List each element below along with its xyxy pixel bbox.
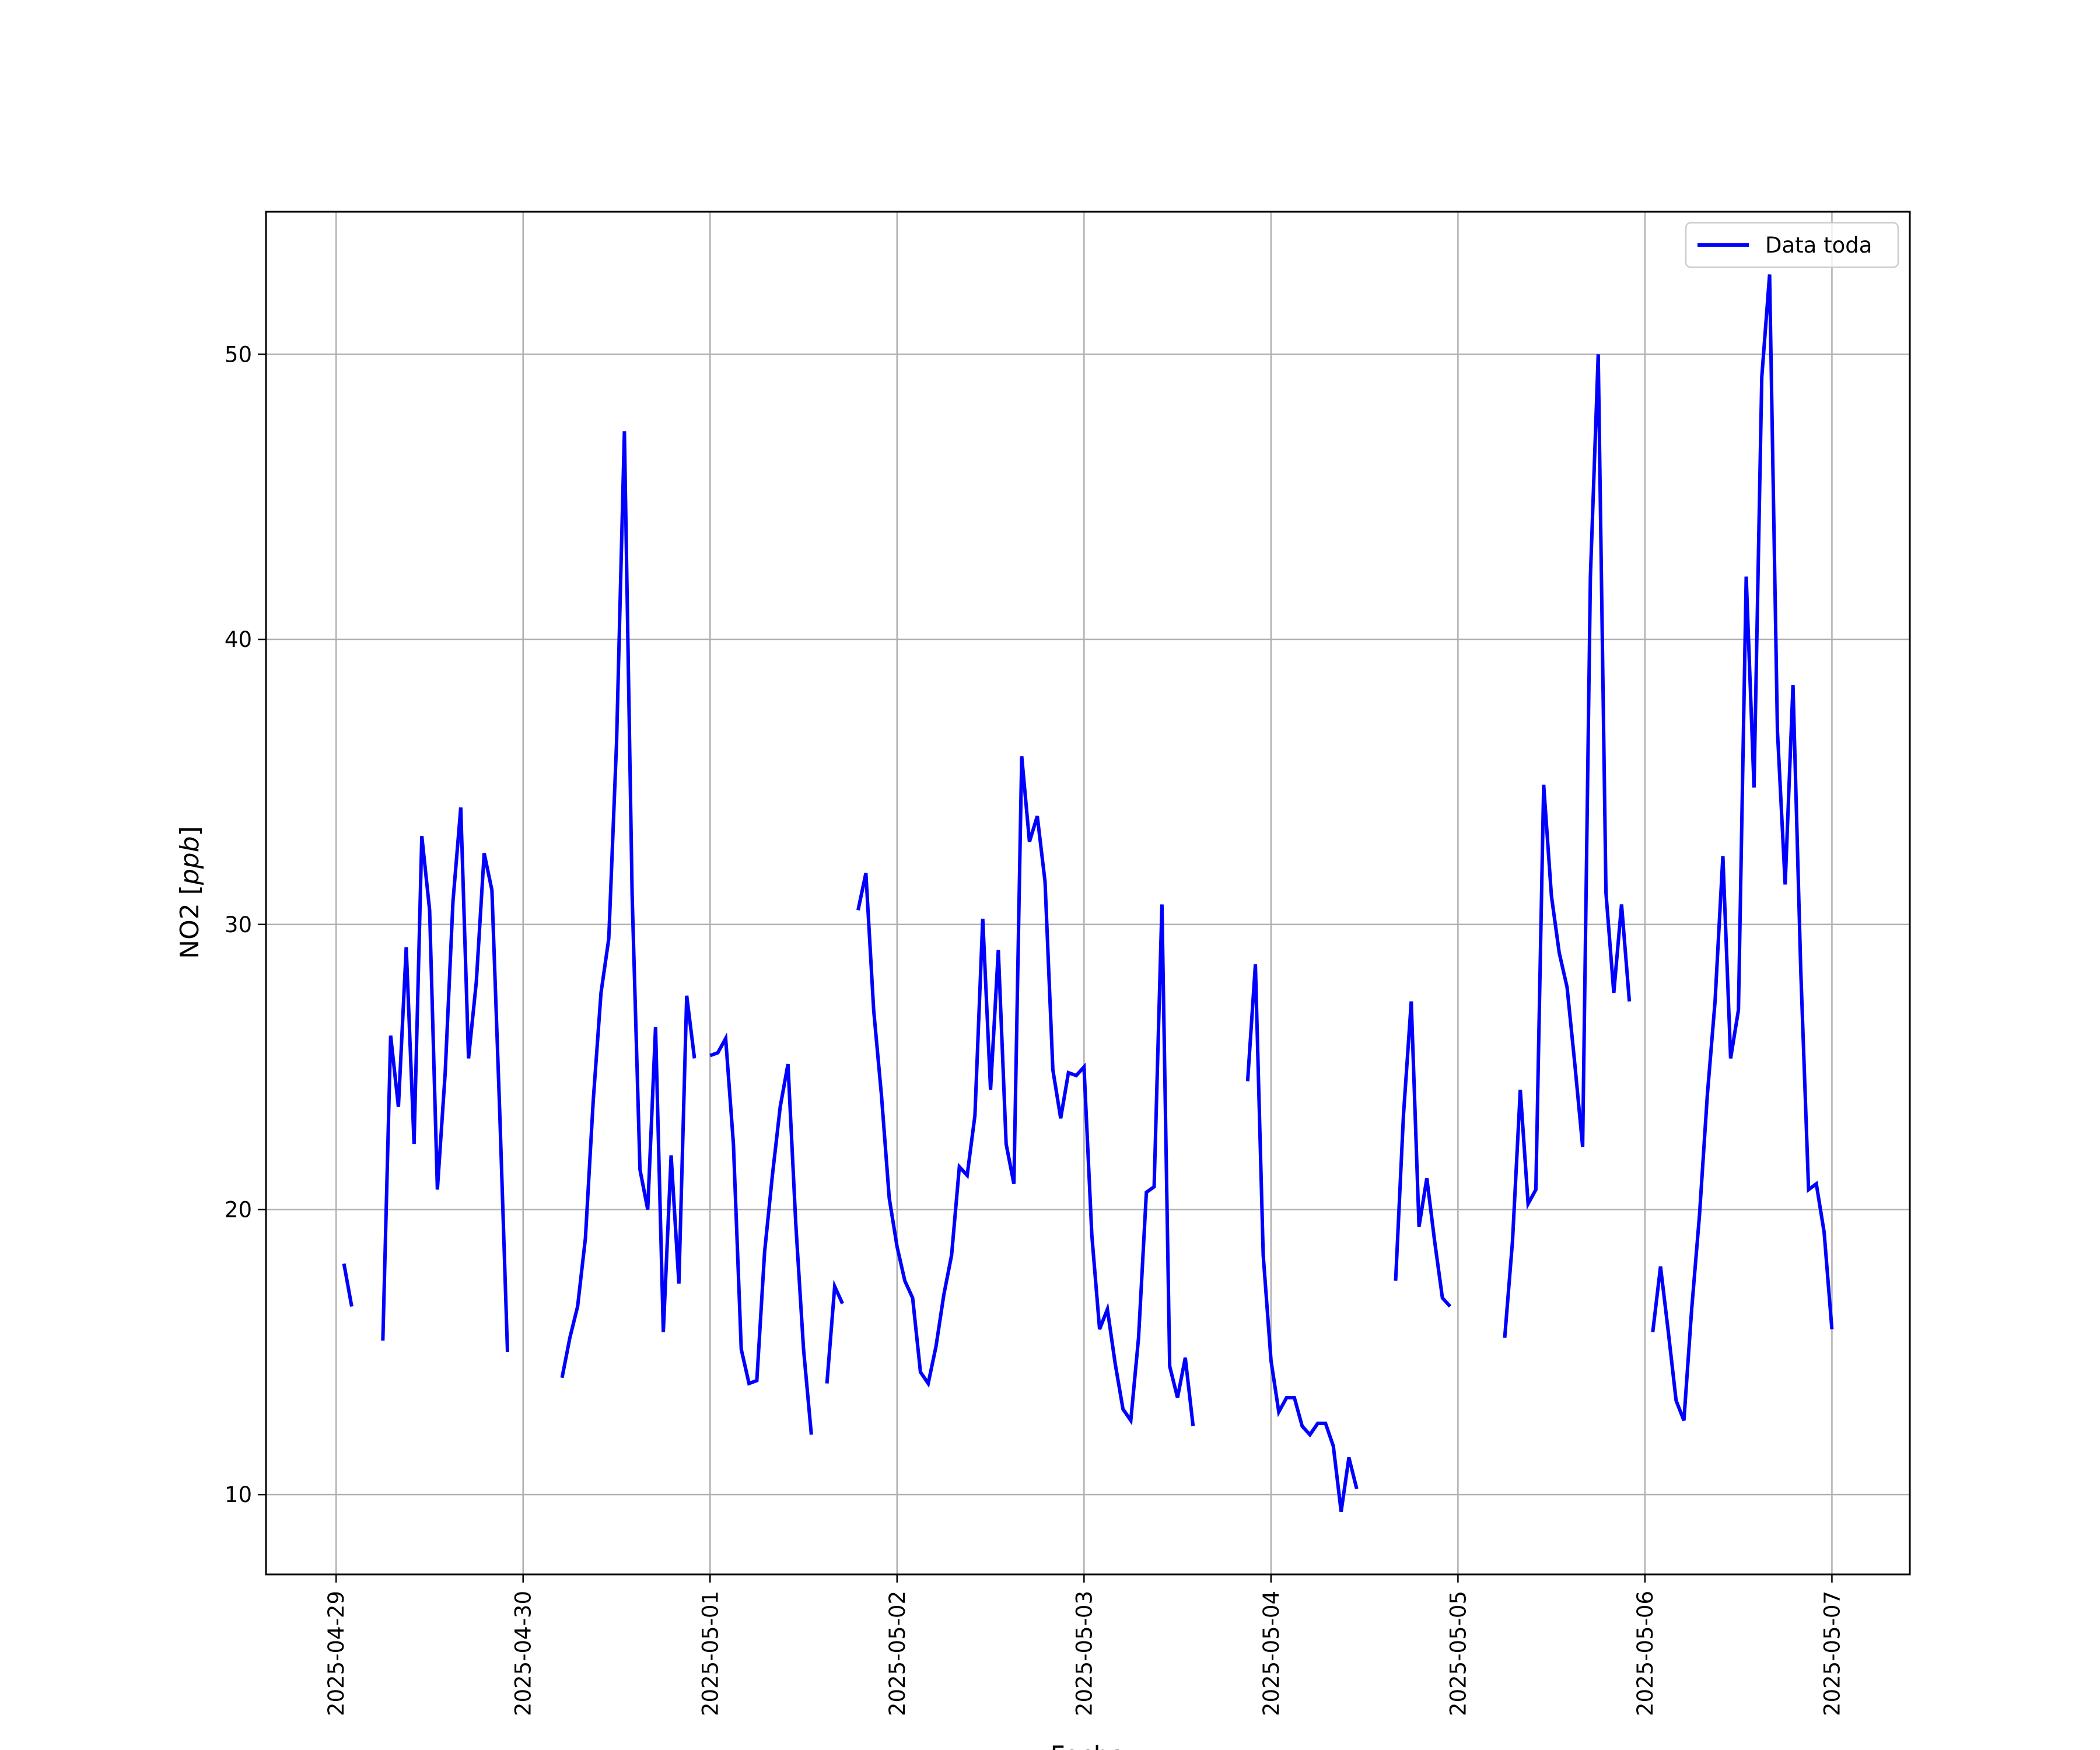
legend-box — [1685, 222, 1899, 268]
series-line-segment — [560, 431, 696, 1378]
axis-ticks: 2025-04-29 2025-04-30 2025-05-01 2025-05-02… — [225, 342, 1845, 1716]
x-tick-label: 2025-05-06 — [1633, 1591, 1658, 1716]
y-axis-label: NO2 [ppb] — [175, 826, 205, 959]
x-tick-label: 2025-04-30 — [511, 1591, 536, 1716]
y-axis-label-close: ] — [175, 826, 205, 836]
y-tick-label: 20 — [225, 1197, 252, 1222]
series-line-segment — [1503, 354, 1632, 1338]
y-axis-label-name: NO2 [ — [175, 885, 205, 959]
series-lines — [342, 274, 1834, 1512]
x-tick-label: 2025-04-29 — [324, 1591, 349, 1716]
series-line-segment — [1651, 274, 1834, 1422]
y-tick-label: 10 — [225, 1482, 252, 1507]
y-axis-label-unit: ppb — [175, 836, 205, 886]
series-line-segment — [342, 1263, 354, 1307]
x-tick-label: 2025-05-07 — [1819, 1591, 1845, 1716]
grid-lines — [266, 212, 1910, 1574]
x-tick-label: 2025-05-01 — [698, 1591, 723, 1716]
y-tick-label: 40 — [225, 627, 252, 652]
series-line-segment — [856, 756, 1195, 1427]
legend-label: Data toda — [1765, 233, 1872, 258]
plot-frame — [265, 211, 1911, 1576]
y-tick-label: 30 — [225, 912, 252, 937]
x-tick-label: 2025-05-02 — [885, 1591, 910, 1716]
x-tick-label: 2025-05-03 — [1072, 1591, 1097, 1716]
series-line-segment — [1245, 964, 1359, 1512]
x-tick-label: 2025-05-05 — [1446, 1591, 1471, 1716]
x-tick-label: 2025-05-04 — [1259, 1591, 1284, 1716]
legend: Data toda — [1685, 222, 1899, 268]
x-axis-label: Fecha — [1050, 1741, 1125, 1750]
series-line-segment — [709, 1032, 813, 1435]
series-line-segment — [1394, 1001, 1452, 1308]
series-line-segment — [825, 1279, 845, 1384]
series-line-segment — [381, 807, 509, 1352]
y-tick-label: 50 — [225, 342, 252, 367]
